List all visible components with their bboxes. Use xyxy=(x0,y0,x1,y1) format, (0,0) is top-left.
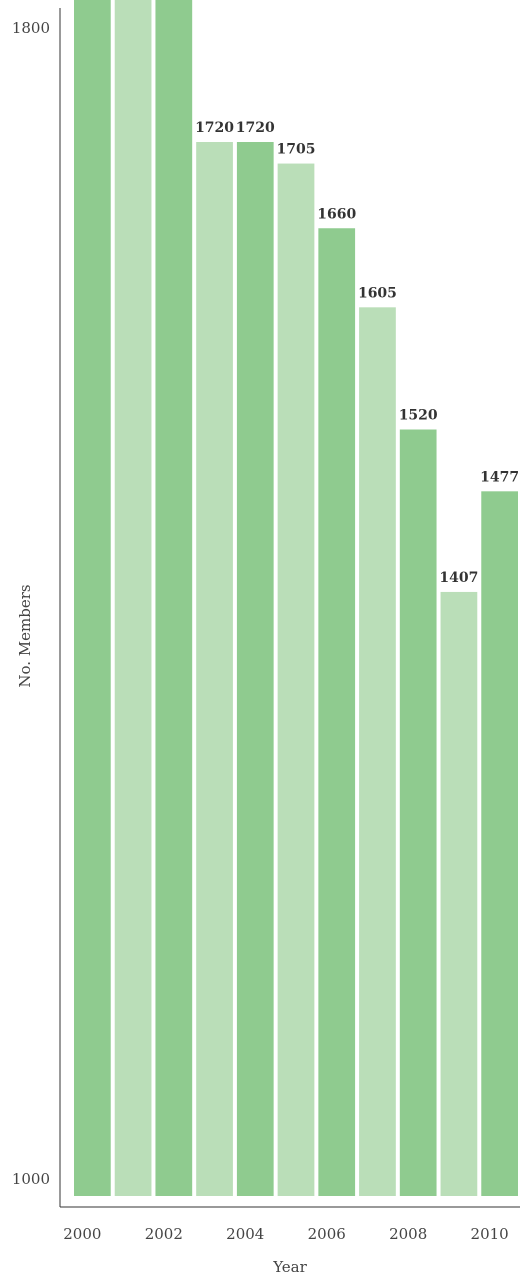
bar-2004 xyxy=(236,142,274,1196)
value-labels: 1840190018201720172017051660160515201407… xyxy=(195,120,519,586)
bar-2009 xyxy=(440,591,478,1196)
bar-2002 xyxy=(155,0,193,1196)
bar-2008 xyxy=(399,429,437,1196)
x-axis-title: Year xyxy=(272,1258,307,1276)
bar-2007 xyxy=(359,307,396,1196)
x-tick-label-2004: 2004 xyxy=(226,1225,264,1243)
bar-2005 xyxy=(277,163,315,1196)
bar-2001 xyxy=(114,0,152,1196)
bars xyxy=(74,0,518,1196)
value-label-2006: 1660 xyxy=(317,206,356,222)
value-label-2010: 1477 xyxy=(480,469,519,485)
x-tick-label-2002: 2002 xyxy=(145,1225,183,1243)
value-label-2004: 1720 xyxy=(236,120,275,136)
y-axis-title: No. Members xyxy=(16,584,34,687)
x-tick-labels: 2000 2002 2004 2006 2008 2010 xyxy=(63,1225,508,1243)
x-tick-label-2010: 2010 xyxy=(471,1225,509,1243)
y-tick-label-bottom: 1000 xyxy=(12,1170,50,1188)
x-tick-label-2008: 2008 xyxy=(389,1225,427,1243)
value-label-2005: 1705 xyxy=(277,142,316,158)
bar-2003 xyxy=(196,142,233,1196)
value-label-2007: 1605 xyxy=(358,285,397,301)
bar-2010 xyxy=(481,491,518,1196)
bar-2000 xyxy=(74,0,111,1196)
y-tick-label-top: 1800 xyxy=(12,19,50,37)
value-label-2008: 1520 xyxy=(399,408,438,424)
value-label-2003: 1720 xyxy=(195,120,234,136)
x-tick-label-2000: 2000 xyxy=(63,1225,101,1243)
x-tick-label-2006: 2006 xyxy=(308,1225,346,1243)
value-label-2009: 1407 xyxy=(439,570,478,586)
bar-2006 xyxy=(318,228,356,1196)
